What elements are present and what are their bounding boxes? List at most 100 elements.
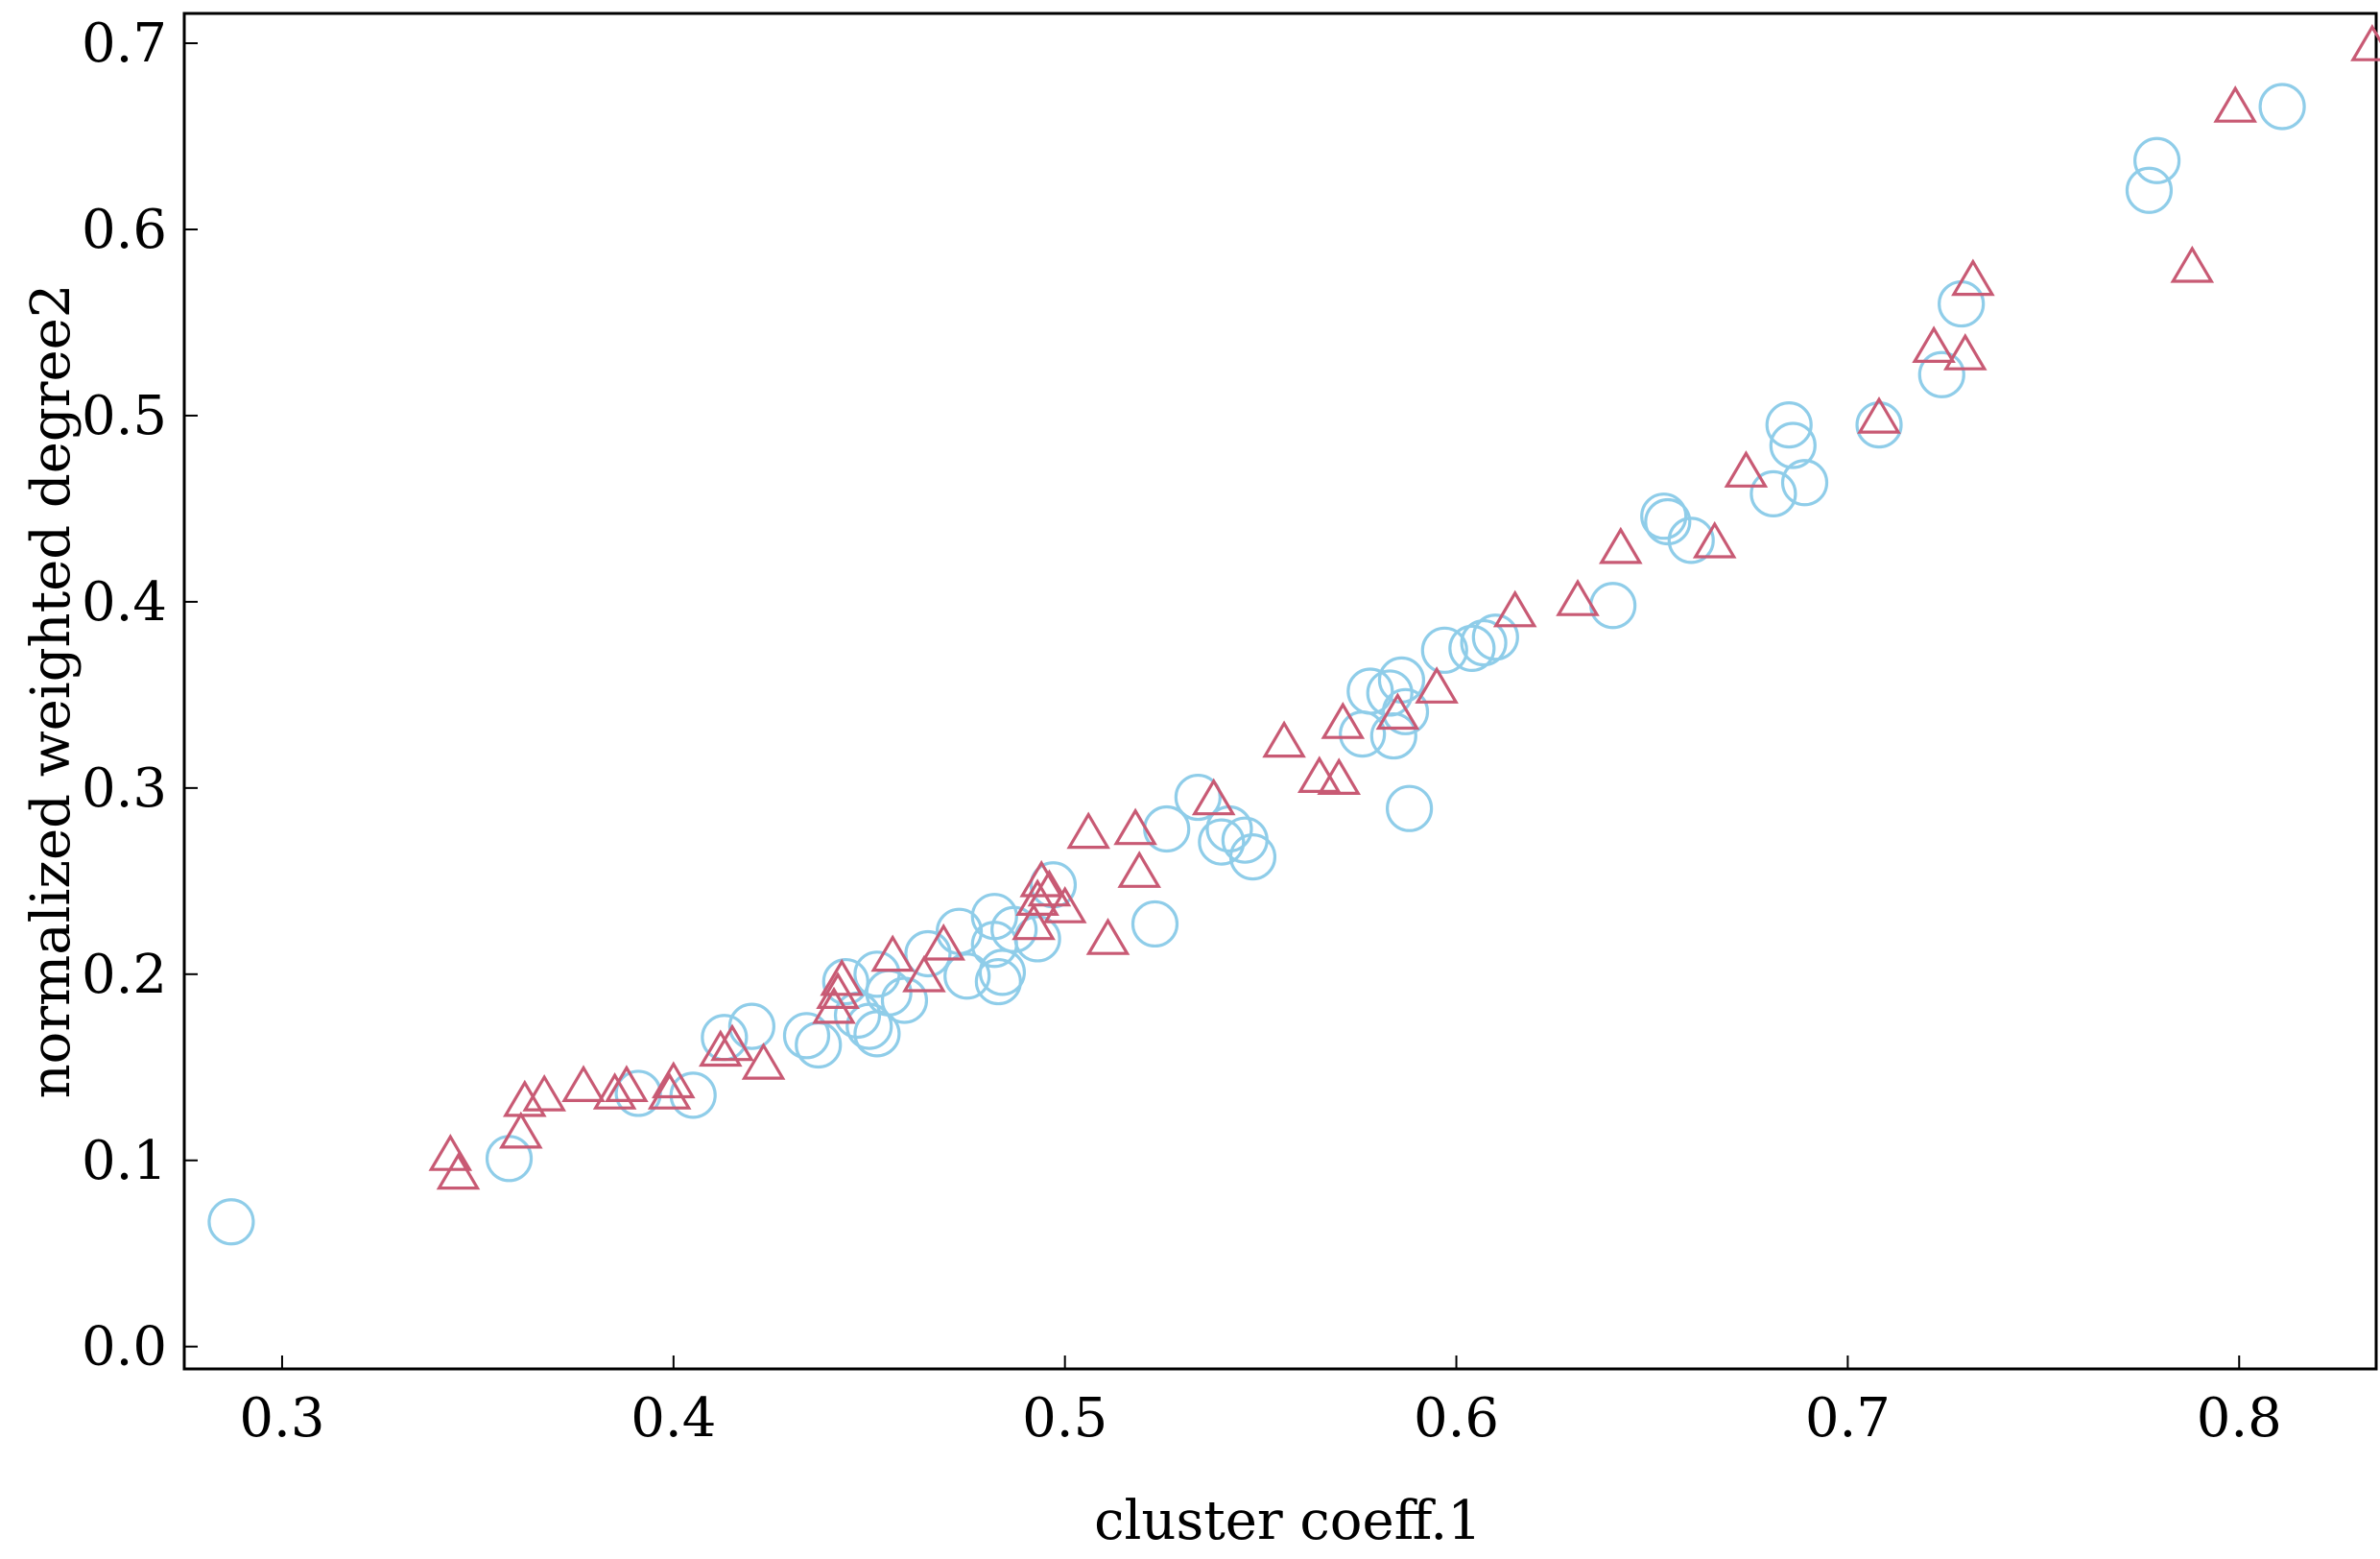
data-point-circle: [727, 1002, 775, 1050]
y-tick-label: 0.5: [82, 385, 167, 447]
y-tick-label: 0.0: [82, 1316, 167, 1379]
data-point-triangle: [1317, 757, 1361, 796]
data-point-circle: [1448, 624, 1496, 672]
data-point-triangle: [592, 1072, 637, 1110]
data-point-circle: [974, 957, 1022, 1006]
data-point-triangle: [820, 958, 864, 996]
data-point-triangle: [436, 1152, 481, 1190]
data-point-circle: [1667, 516, 1715, 564]
x-tick-label: 0.5: [1022, 1387, 1107, 1450]
data-point-triangle: [1012, 902, 1056, 941]
data-point-circle: [904, 929, 952, 978]
data-point-triangle: [1724, 450, 1769, 488]
y-tick-label: 0.1: [82, 1130, 167, 1192]
data-point-triangle: [522, 1073, 566, 1112]
data-point-circle: [1346, 667, 1394, 715]
data-point-circle: [978, 948, 1027, 996]
y-axis: 0.0 0.1 0.2 0.3 0.4 0.5 0.6 0.7: [82, 12, 198, 1379]
y-axis-label: normalized weighted degree2: [20, 284, 83, 1099]
data-point-circle: [1589, 582, 1637, 630]
data-point-circle: [943, 952, 991, 1000]
data-point-triangle: [561, 1065, 606, 1103]
data-point-triangle: [699, 1029, 743, 1067]
data-point-circle: [1369, 711, 1417, 760]
data-point-triangle: [647, 1072, 692, 1110]
y-tick-label: 0.7: [82, 12, 167, 75]
data-point-triangle: [1321, 702, 1366, 739]
data-point-circle: [1228, 833, 1277, 881]
data-point-triangle: [1297, 756, 1342, 794]
data-point-circle: [1377, 656, 1426, 704]
x-tick-label: 0.8: [2197, 1387, 2282, 1450]
data-point-circle: [880, 976, 929, 1024]
data-point-triangle: [2213, 85, 2257, 123]
data-point-triangle: [2350, 24, 2380, 61]
data-point-circle: [1855, 401, 1903, 449]
data-point-circle: [1471, 613, 1519, 661]
y-tick-label: 0.3: [82, 757, 167, 820]
data-point-circle: [782, 1012, 831, 1060]
data-point-circle: [1769, 421, 1817, 469]
data-point-triangle: [1912, 325, 1956, 363]
data-point-triangle: [499, 1111, 543, 1149]
data-point-triangle: [1066, 811, 1110, 850]
data-point-triangle: [1492, 589, 1537, 628]
data-point-circle: [795, 1020, 843, 1069]
triangle-series: [428, 24, 2380, 1190]
data-point-triangle: [1375, 692, 1420, 731]
x-tick-label: 0.7: [1805, 1387, 1891, 1450]
data-point-triangle: [1599, 526, 1643, 564]
data-point-triangle: [1943, 333, 1987, 371]
data-point-circle: [1644, 497, 1692, 546]
data-point-triangle: [902, 954, 946, 993]
data-point-circle: [2125, 166, 2174, 214]
data-point-circle: [990, 905, 1038, 953]
data-point-circle: [1130, 899, 1179, 948]
data-point-circle: [207, 1198, 255, 1246]
data-point-circle: [1198, 818, 1246, 866]
data-point-triangle: [1556, 579, 1600, 616]
x-tick-label: 0.6: [1414, 1387, 1499, 1450]
data-point-triangle: [1042, 886, 1087, 923]
x-axis: 0.3 0.4 0.5 0.6 0.7 0.8: [239, 1355, 2282, 1450]
data-point-triangle: [1015, 878, 1059, 917]
data-point-triangle: [741, 1042, 786, 1080]
data-point-triangle: [1951, 258, 1995, 297]
data-point-triangle: [1113, 807, 1157, 846]
data-point-circle: [935, 907, 984, 955]
data-point-circle: [1938, 279, 1986, 328]
data-point-triangle: [605, 1065, 649, 1103]
data-point-circle: [1381, 687, 1430, 735]
data-point-circle: [1765, 401, 1813, 449]
data-point-circle: [821, 957, 869, 1006]
data-point-triangle: [921, 923, 965, 961]
data-point-circle: [669, 1071, 717, 1119]
data-point-triangle: [1262, 720, 1306, 758]
data-point-circle: [1174, 773, 1222, 822]
y-tick-label: 0.4: [82, 571, 167, 634]
data-point-triangle: [816, 971, 860, 1010]
y-tick-label: 0.6: [82, 199, 167, 261]
data-point-circle: [1460, 618, 1508, 667]
data-point-triangle: [1027, 869, 1072, 907]
data-point-circle: [2133, 136, 2181, 184]
plot-border: [182, 12, 2378, 1371]
data-point-triangle: [2170, 245, 2215, 283]
data-point-circle: [1917, 350, 1965, 398]
data-point-triangle: [1019, 859, 1063, 898]
x-axis-label: cluster coeff.1: [1094, 1490, 1482, 1552]
plot-area: [182, 12, 2378, 1371]
data-point-circle: [1640, 492, 1688, 540]
data-point-triangle: [870, 934, 915, 972]
data-point-circle: [1749, 469, 1797, 518]
x-tick-label: 0.4: [631, 1387, 716, 1450]
data-point-triangle: [710, 1023, 754, 1062]
data-point-triangle: [652, 1061, 696, 1099]
data-point-circle: [1780, 459, 1829, 507]
data-point-triangle: [1415, 666, 1459, 704]
data-point-triangle: [1191, 778, 1236, 816]
data-point-triangle: [1085, 918, 1130, 955]
data-point-circle: [2258, 83, 2306, 131]
x-tick-label: 0.3: [239, 1387, 324, 1450]
